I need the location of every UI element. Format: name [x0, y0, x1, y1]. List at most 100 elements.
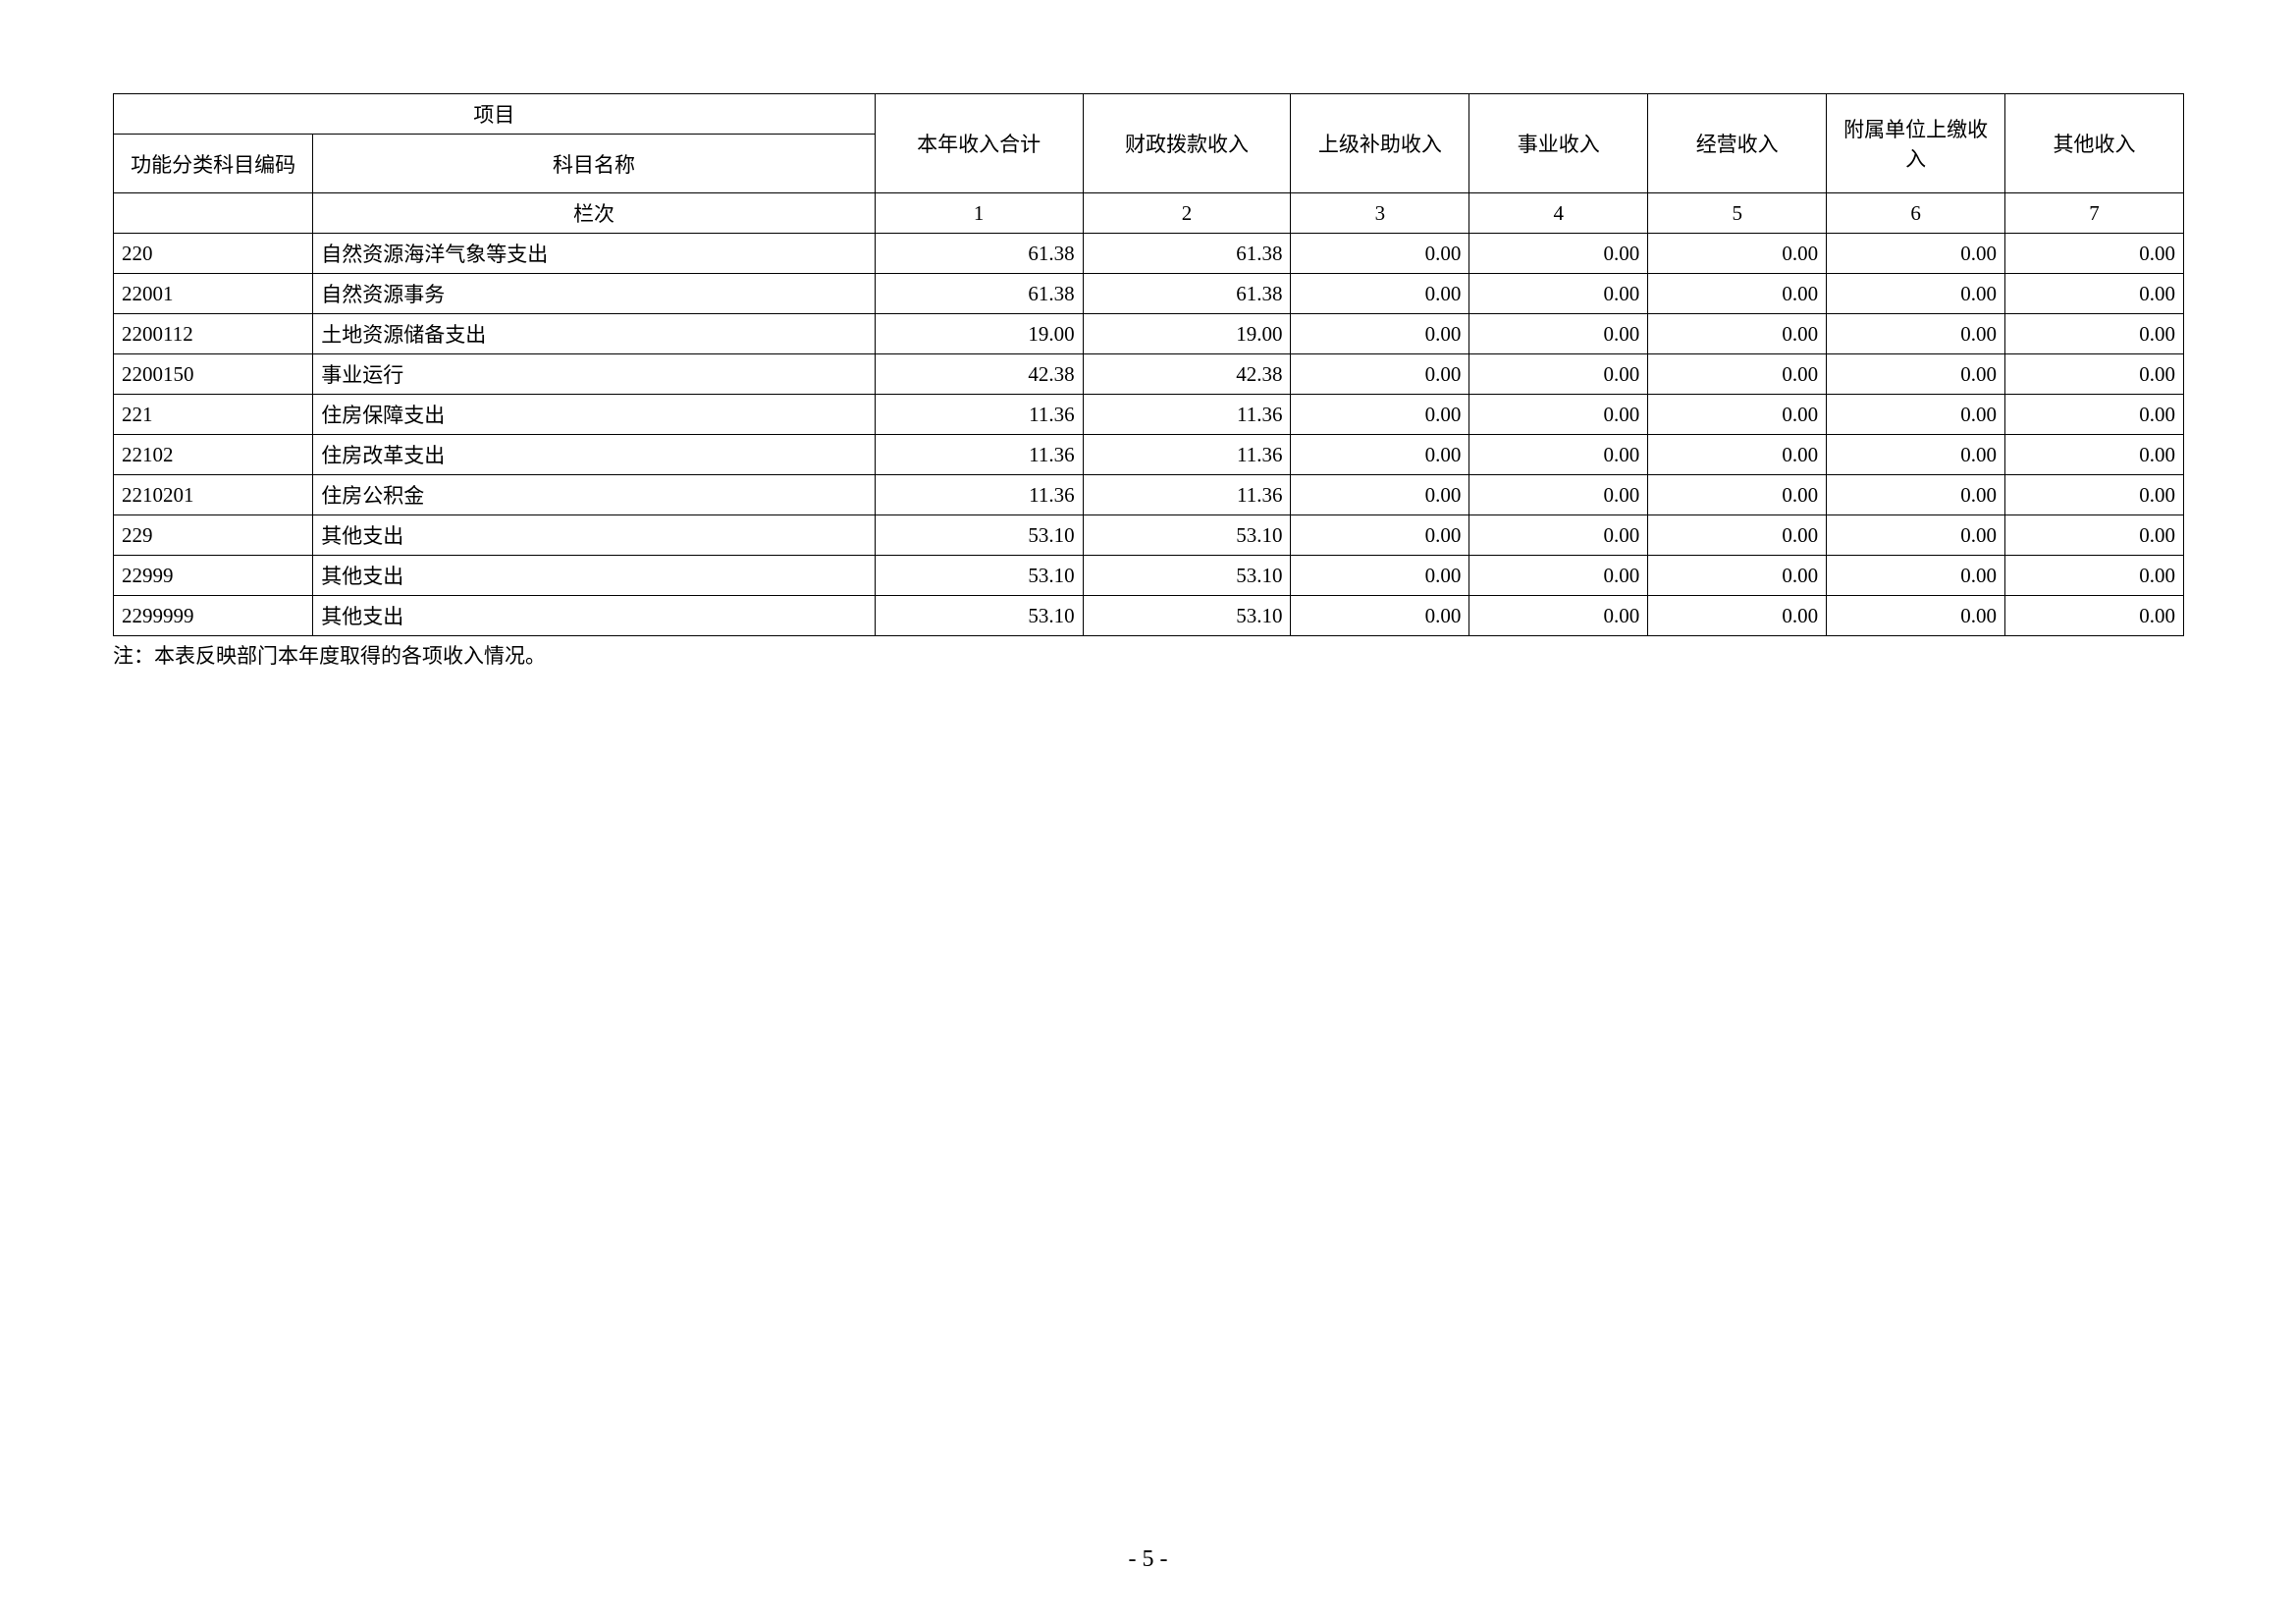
cell-value: 53.10 — [1083, 515, 1291, 556]
cell-value: 0.00 — [2005, 395, 2184, 435]
cell-name: 自然资源海洋气象等支出 — [313, 234, 875, 274]
cell-value: 0.00 — [1648, 234, 1827, 274]
cell-value: 0.00 — [2005, 596, 2184, 636]
cell-value: 0.00 — [2005, 475, 2184, 515]
cell-name: 其他支出 — [313, 596, 875, 636]
cell-value: 0.00 — [1469, 234, 1648, 274]
cell-value: 0.00 — [1827, 354, 2005, 395]
cell-code: 22001 — [114, 274, 313, 314]
cell-name: 住房公积金 — [313, 475, 875, 515]
cell-value: 0.00 — [1648, 314, 1827, 354]
cell-value: 0.00 — [1291, 274, 1469, 314]
cell-value: 0.00 — [1291, 556, 1469, 596]
cell-value: 11.36 — [1083, 435, 1291, 475]
cell-value: 61.38 — [1083, 234, 1291, 274]
header-lanci: 栏次 — [313, 193, 875, 234]
cell-value: 0.00 — [1469, 475, 1648, 515]
header-n6: 6 — [1827, 193, 2005, 234]
header-name: 科目名称 — [313, 135, 875, 193]
cell-name: 其他支出 — [313, 515, 875, 556]
cell-name: 土地资源储备支出 — [313, 314, 875, 354]
cell-code: 220 — [114, 234, 313, 274]
cell-value: 0.00 — [2005, 556, 2184, 596]
header-affiliated: 附属单位上缴收入 — [1827, 94, 2005, 193]
cell-code: 2210201 — [114, 475, 313, 515]
header-other: 其他收入 — [2005, 94, 2184, 193]
header-superior: 上级补助收入 — [1291, 94, 1469, 193]
table-row: 22001自然资源事务61.3861.380.000.000.000.000.0… — [114, 274, 2184, 314]
cell-value: 0.00 — [1827, 395, 2005, 435]
table-row: 220自然资源海洋气象等支出61.3861.380.000.000.000.00… — [114, 234, 2184, 274]
cell-value: 19.00 — [875, 314, 1083, 354]
table-row: 2210201住房公积金11.3611.360.000.000.000.000.… — [114, 475, 2184, 515]
cell-value: 0.00 — [1827, 596, 2005, 636]
cell-value: 0.00 — [1291, 234, 1469, 274]
header-project: 项目 — [114, 94, 876, 135]
cell-value: 0.00 — [1827, 314, 2005, 354]
cell-value: 11.36 — [875, 435, 1083, 475]
cell-value: 0.00 — [1827, 435, 2005, 475]
cell-value: 0.00 — [1827, 475, 2005, 515]
cell-name: 住房改革支出 — [313, 435, 875, 475]
cell-value: 61.38 — [875, 274, 1083, 314]
header-n4: 4 — [1469, 193, 1648, 234]
header-n5: 5 — [1648, 193, 1827, 234]
cell-value: 0.00 — [2005, 314, 2184, 354]
cell-value: 53.10 — [1083, 556, 1291, 596]
table-row: 22102住房改革支出11.3611.360.000.000.000.000.0… — [114, 435, 2184, 475]
header-n2: 2 — [1083, 193, 1291, 234]
cell-code: 22999 — [114, 556, 313, 596]
header-empty — [114, 193, 313, 234]
cell-value: 0.00 — [1469, 596, 1648, 636]
table-row: 221住房保障支出11.3611.360.000.000.000.000.00 — [114, 395, 2184, 435]
table-row: 2299999其他支出53.1053.100.000.000.000.000.0… — [114, 596, 2184, 636]
cell-value: 0.00 — [1648, 515, 1827, 556]
header-n3: 3 — [1291, 193, 1469, 234]
cell-name: 其他支出 — [313, 556, 875, 596]
cell-code: 2299999 — [114, 596, 313, 636]
cell-code: 22102 — [114, 435, 313, 475]
cell-value: 11.36 — [1083, 475, 1291, 515]
table-row: 2200112土地资源储备支出19.0019.000.000.000.000.0… — [114, 314, 2184, 354]
header-operating: 经营收入 — [1648, 94, 1827, 193]
cell-value: 0.00 — [1469, 354, 1648, 395]
cell-value: 0.00 — [2005, 354, 2184, 395]
cell-value: 0.00 — [2005, 515, 2184, 556]
cell-value: 0.00 — [1291, 395, 1469, 435]
cell-value: 53.10 — [875, 596, 1083, 636]
cell-value: 0.00 — [1827, 556, 2005, 596]
table-row: 2200150事业运行42.3842.380.000.000.000.000.0… — [114, 354, 2184, 395]
cell-code: 221 — [114, 395, 313, 435]
cell-name: 住房保障支出 — [313, 395, 875, 435]
cell-value: 53.10 — [1083, 596, 1291, 636]
header-business: 事业收入 — [1469, 94, 1648, 193]
header-code: 功能分类科目编码 — [114, 135, 313, 193]
cell-value: 0.00 — [1469, 395, 1648, 435]
cell-value: 0.00 — [1469, 274, 1648, 314]
table-note: 注：本表反映部门本年度取得的各项收入情况。 — [113, 640, 2184, 670]
cell-value: 0.00 — [1291, 515, 1469, 556]
cell-value: 53.10 — [875, 515, 1083, 556]
header-n7: 7 — [2005, 193, 2184, 234]
cell-value: 0.00 — [1648, 475, 1827, 515]
cell-value: 53.10 — [875, 556, 1083, 596]
cell-value: 0.00 — [1827, 234, 2005, 274]
cell-code: 2200112 — [114, 314, 313, 354]
page-number: - 5 - — [0, 1546, 2296, 1573]
header-fiscal: 财政拨款收入 — [1083, 94, 1291, 193]
cell-value: 0.00 — [1648, 395, 1827, 435]
cell-value: 42.38 — [1083, 354, 1291, 395]
cell-code: 2200150 — [114, 354, 313, 395]
cell-value: 61.38 — [1083, 274, 1291, 314]
cell-value: 11.36 — [1083, 395, 1291, 435]
cell-value: 0.00 — [1648, 596, 1827, 636]
cell-value: 11.36 — [875, 475, 1083, 515]
cell-value: 0.00 — [1648, 354, 1827, 395]
cell-value: 61.38 — [875, 234, 1083, 274]
cell-value: 0.00 — [2005, 435, 2184, 475]
cell-value: 0.00 — [1469, 435, 1648, 475]
cell-name: 自然资源事务 — [313, 274, 875, 314]
cell-value: 0.00 — [1648, 274, 1827, 314]
cell-value: 11.36 — [875, 395, 1083, 435]
cell-value: 0.00 — [1291, 435, 1469, 475]
